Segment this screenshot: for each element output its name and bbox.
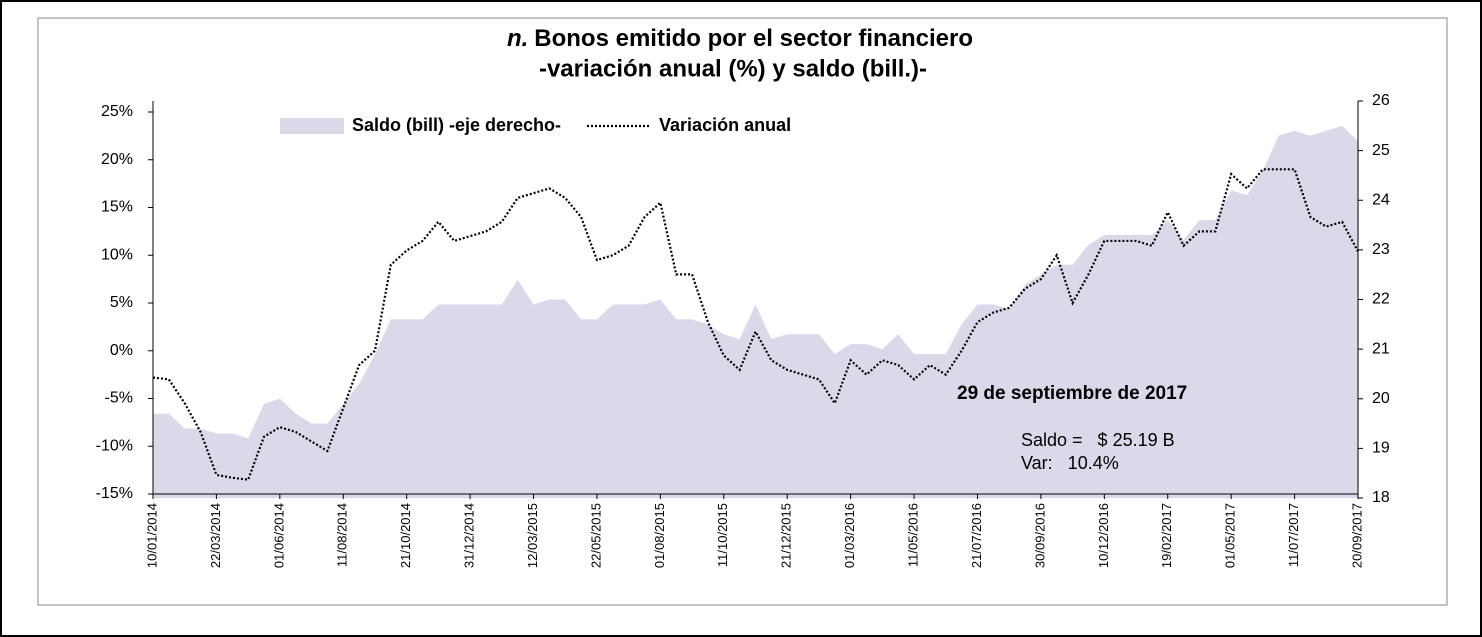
x-tick-label: 31/12/2014 xyxy=(462,503,477,568)
x-tick-label: 21/07/2016 xyxy=(969,503,984,568)
x-tick-label: 20/09/2017 xyxy=(1349,503,1364,568)
y2-tick-label: 18 xyxy=(1372,489,1390,506)
y2-tick-label: 23 xyxy=(1372,241,1390,258)
x-tick-label: 11/10/2015 xyxy=(715,503,730,567)
y-tick-label: 15% xyxy=(101,199,133,216)
y2-tick-label: 25 xyxy=(1372,142,1390,159)
plot: -15% -10% -5% 0% 5% 10% 15% 20% 25% 18 19 20 21 22 23 2… xyxy=(96,92,1390,568)
legend-swatch xyxy=(280,118,344,134)
annotation: 29 de septiembre de 2017 xyxy=(957,383,1187,404)
x-tick-label: 11/07/2017 xyxy=(1286,503,1301,567)
y-tick-label: -5% xyxy=(105,390,133,407)
x-tick-label: 21/12/2015 xyxy=(779,503,794,568)
y-tick-label: 25% xyxy=(101,103,133,120)
x-tick-label: 01/05/2017 xyxy=(1223,503,1238,568)
chart-subtitle: -variación anual (%) y saldo (bill.)- xyxy=(539,55,927,82)
y2-tick-label: 24 xyxy=(1372,191,1390,208)
annotation: Var: 10.4% xyxy=(1021,453,1119,473)
y2-tick-label: 21 xyxy=(1372,340,1390,357)
y2-tick-label: 26 xyxy=(1372,92,1390,109)
chart-frame xyxy=(37,17,1448,606)
title-text: Bonos emitido por el sector financiero xyxy=(534,25,973,52)
y-tick-label: 20% xyxy=(101,151,133,168)
y2-tick-label: 20 xyxy=(1372,390,1390,407)
y-tick-label: 5% xyxy=(110,294,133,311)
y-tick-label: 0% xyxy=(110,342,133,359)
x-tick-label: 19/02/2017 xyxy=(1159,503,1174,568)
legend-label: Variación anual xyxy=(659,115,791,135)
x-tick-label: 11/08/2014 xyxy=(335,503,350,567)
x-tick-label: 22/03/2014 xyxy=(208,503,223,568)
annotation: Saldo = $ 25.19 B xyxy=(1021,430,1175,450)
y-tick-label: -10% xyxy=(96,437,133,454)
x-tick-label: 30/09/2016 xyxy=(1032,503,1047,568)
x-tick-label: 10/01/2014 xyxy=(144,503,159,568)
x-tick-label: 01/03/2016 xyxy=(842,503,857,568)
x-tick-label: 01/08/2015 xyxy=(652,503,667,568)
x-tick-label: 01/06/2014 xyxy=(271,503,286,568)
x-tick-label: 10/12/2016 xyxy=(1096,503,1111,568)
area xyxy=(153,125,1358,498)
x-tick-label: 12/03/2015 xyxy=(525,503,540,568)
y2-tick-label: 19 xyxy=(1372,440,1390,457)
title-prefix: n. xyxy=(507,25,528,52)
line xyxy=(152,168,1359,481)
y-tick-label: -15% xyxy=(96,485,133,502)
legend-label: Saldo (bill) -eje derecho- xyxy=(352,115,561,135)
chart-title: n. Bonos emitido por el sector financiero xyxy=(507,25,973,52)
y-tick-label: 10% xyxy=(101,246,133,263)
x-tick-label: 11/05/2016 xyxy=(905,503,920,567)
y2-tick-label: 22 xyxy=(1372,291,1390,308)
x-tick-label: 21/10/2014 xyxy=(398,503,413,568)
x-tick-label: 22/05/2015 xyxy=(588,503,603,568)
